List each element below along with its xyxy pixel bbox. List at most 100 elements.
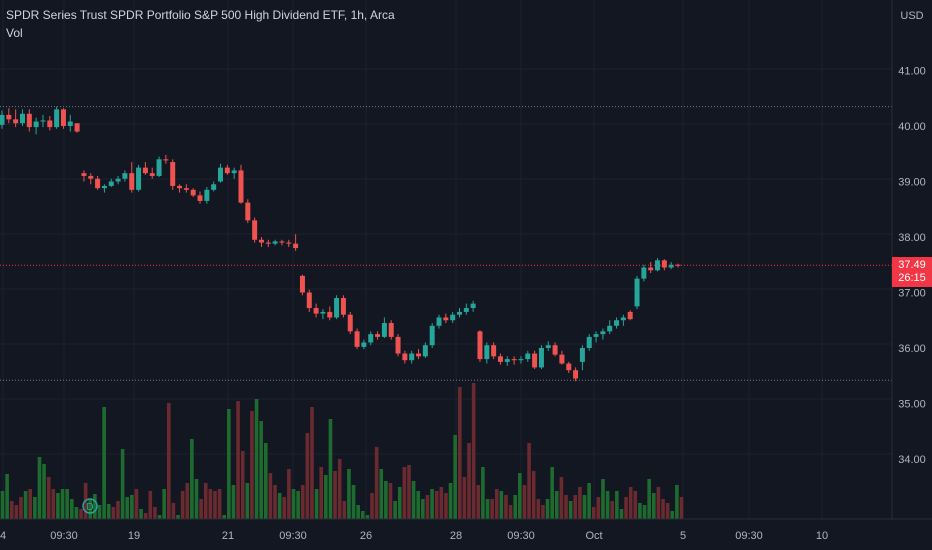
volume-bar [250,411,254,519]
volume-bar [411,481,416,519]
candle-body [279,241,285,243]
candle-body [218,167,224,182]
candle-body [26,113,32,128]
volume-bar [661,499,665,519]
volume-bar [531,471,536,519]
candle-body [0,114,5,125]
candle-body [661,260,667,268]
candle-body [224,167,230,174]
volume-bar [559,477,564,519]
candle-body [40,120,46,122]
dividend-marker-icon[interactable] [82,498,98,514]
volume-bar [541,505,545,519]
volume-bar [5,474,9,519]
dividend-marker-label[interactable]: D [86,502,93,513]
volume-bar [347,469,351,519]
volume-bar [134,489,139,519]
volume-bar [462,477,467,519]
volume-bar [628,487,633,519]
candle-body [511,359,517,361]
candle-body [456,311,462,315]
volume-bar [28,489,33,519]
volume-bar [277,493,282,519]
volume-bar [185,483,190,519]
volume-bar [208,489,213,519]
volume-bar [591,507,596,519]
volume-bar [328,419,333,519]
volume-bar [360,511,365,519]
volume-bar [153,507,157,519]
volume-bar [457,387,462,519]
volume-bar [397,487,402,519]
volume-bar [282,497,287,519]
candle-body [504,359,510,362]
volume-bar [522,485,527,519]
price-tick-label: 35.00 [898,399,926,411]
volume-bar [259,421,263,519]
volume-bar [65,489,69,519]
volume-bar [19,497,23,519]
candle-body [429,325,435,346]
volume-bar [615,491,619,519]
candle-body [238,170,244,203]
volume-bar [268,473,273,519]
time-axis[interactable] [0,519,932,550]
volume-bar [384,481,388,519]
volume-bar [287,469,291,519]
candle-body [525,353,531,360]
volume-bar [601,479,605,519]
time-tick-label: 21 [222,530,234,542]
candle-body [88,175,94,179]
candle-body [538,348,544,368]
volume-bar [471,383,476,519]
volume-bar [60,489,65,519]
volume-bar [647,479,651,519]
volume-indicator-label[interactable]: Vol [6,26,23,40]
candle-body [108,181,114,186]
volume-bar [365,515,370,519]
candle-body [395,336,401,354]
chart-legend: SPDR Series Trust SPDR Portfolio S&P 500… [6,8,395,41]
candle-body [156,159,162,176]
volume-bar [291,489,296,519]
candle-body [436,317,442,326]
time-tick-label: 28 [450,530,462,542]
candle-body [211,184,217,190]
candle-body [334,298,340,318]
candle-body [443,317,449,321]
volume-bar [190,439,194,519]
candle-body [579,348,585,362]
volume-bar [351,485,356,519]
volume-bar [194,479,199,519]
volume-bar [490,499,494,519]
volume-bar [638,503,642,519]
volume-bar [157,515,162,519]
candle-body [354,331,360,347]
price-tick-label: 39.00 [898,177,926,189]
volume-bar [222,515,227,519]
time-tick-label: 09:30 [50,530,78,542]
volume-bar [333,471,337,519]
volume-bar [499,491,504,519]
candle-body [532,353,538,368]
volume-bar [624,497,628,519]
volume-bar [213,491,217,519]
volume-bar [314,489,319,519]
candle-body [641,267,647,279]
time-tick-label: 09:30 [735,530,763,542]
symbol-title[interactable]: SPDR Series Trust SPDR Portfolio S&P 500… [6,8,395,22]
volume-bar [310,407,314,519]
volume-bar [370,493,374,519]
candle-body [313,308,319,314]
bar-countdown: 26:15 [898,272,926,285]
candle-body [293,243,299,249]
candle-body [142,167,148,174]
volume-bar [166,403,171,519]
candle-body [122,173,128,179]
volume-bar [102,407,106,519]
volume-bar [582,495,587,519]
time-tick-label: 4 [0,530,6,542]
volume-bar [120,449,125,519]
